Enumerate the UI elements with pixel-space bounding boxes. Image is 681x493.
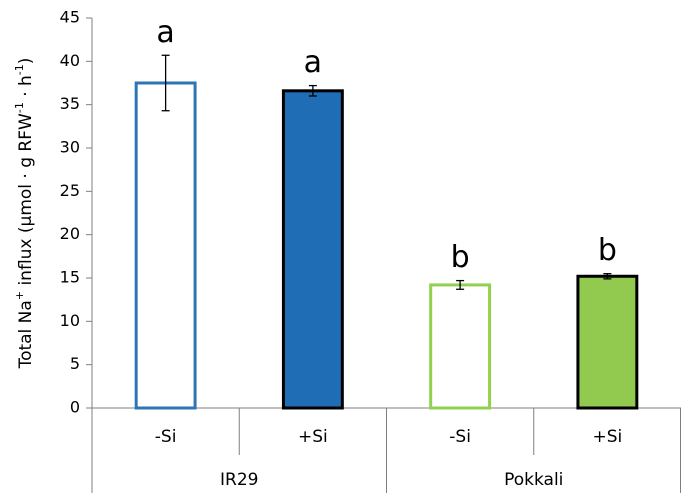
significance-letter: b	[598, 233, 617, 268]
x-tick-label: +Si	[592, 427, 622, 447]
y-tick-label: 20	[60, 224, 80, 243]
y-tick-label: 0	[70, 398, 80, 417]
y-label-sup: +	[13, 291, 26, 300]
y-tick-label: 40	[60, 51, 80, 70]
x-tick-label: -Si	[155, 427, 177, 447]
y-axis-label: Total Na+ influx (µmol · g RFW-1 · h-1)	[13, 58, 36, 370]
group-label: IR29	[220, 470, 258, 490]
y-label-part: Total Na	[16, 300, 36, 369]
y-tick-label: 35	[60, 94, 80, 113]
bar	[281, 89, 344, 410]
bar	[576, 274, 639, 410]
bar	[134, 81, 197, 410]
x-tick-label: +Si	[298, 427, 328, 447]
y-tick-label: 5	[70, 354, 80, 373]
y-label-part: influx (µmol · g RFW	[16, 113, 36, 291]
significance-letter: a	[304, 45, 322, 80]
y-label-part: )	[16, 58, 36, 65]
y-label-sup: -1	[13, 102, 26, 113]
bar	[429, 283, 492, 410]
y-tick-label: 10	[60, 311, 80, 330]
y-label-sup: -1	[13, 64, 26, 75]
y-label-part: · h	[16, 75, 36, 102]
y-tick-label: 45	[60, 8, 80, 27]
group-label: Pokkali	[504, 470, 563, 490]
significance-letter: a	[156, 15, 174, 50]
significance-letter: b	[451, 240, 470, 275]
y-tick-label: 30	[60, 138, 80, 157]
y-tick-label: 15	[60, 268, 80, 287]
x-tick-label: -Si	[449, 427, 471, 447]
y-tick-label: 25	[60, 181, 80, 200]
